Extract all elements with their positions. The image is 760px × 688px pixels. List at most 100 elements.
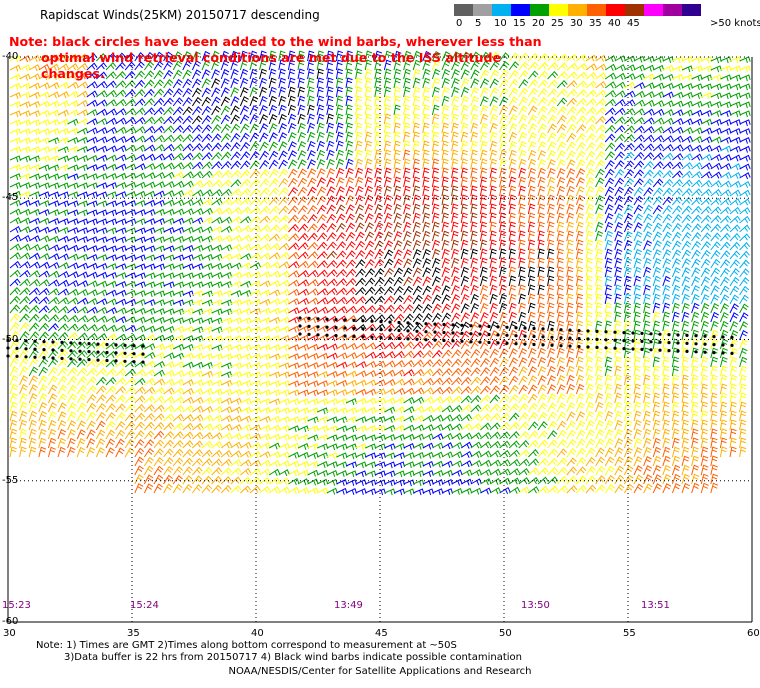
wind-barb	[307, 122, 316, 134]
wind-barb	[240, 280, 252, 288]
wind-barb	[76, 315, 89, 323]
wind-barb	[115, 89, 127, 98]
wind-barb	[105, 52, 117, 62]
wind-barb	[182, 134, 194, 143]
wind-barb	[220, 415, 233, 423]
wind-barb	[518, 61, 529, 71]
wind-barb	[499, 131, 508, 143]
wind-barb	[643, 347, 651, 359]
wind-barb	[355, 434, 367, 442]
wind-barb	[460, 158, 468, 170]
contamination-circle	[721, 351, 725, 355]
wind-barb	[211, 142, 222, 152]
wind-barb	[710, 65, 722, 73]
wind-barb	[518, 458, 530, 467]
wind-barb	[719, 446, 728, 458]
wind-barb	[671, 464, 681, 476]
wind-barb	[556, 338, 565, 350]
wind-barb	[643, 73, 655, 81]
wind-barb	[326, 158, 335, 170]
wind-barb	[134, 135, 146, 143]
wind-barb	[537, 421, 548, 431]
wind-barb	[288, 442, 300, 450]
wind-barb	[672, 56, 684, 64]
wind-barb	[633, 257, 642, 269]
wind-barb	[412, 461, 425, 468]
wind-barb	[671, 383, 680, 395]
wind-barb	[38, 322, 50, 332]
contamination-circle	[496, 341, 500, 345]
wind-barb	[182, 171, 194, 179]
wind-barb	[316, 269, 328, 278]
wind-barb	[566, 365, 575, 377]
contamination-circle	[141, 344, 145, 348]
wind-barb	[633, 160, 645, 170]
wind-barb	[691, 223, 702, 233]
wind-barb	[173, 272, 185, 280]
wind-barb	[211, 440, 223, 449]
wind-barb	[38, 446, 47, 458]
wind-barb	[556, 485, 568, 494]
wind-barb	[643, 365, 651, 377]
wind-barb	[336, 268, 347, 278]
wind-barb	[345, 122, 353, 134]
wind-barb	[633, 108, 645, 116]
wind-barb	[662, 117, 674, 125]
wind-barb	[384, 415, 396, 423]
wind-barb	[297, 288, 309, 296]
wind-barb	[489, 158, 498, 170]
wind-barb	[134, 403, 146, 413]
wind-barb	[431, 113, 440, 125]
wind-barb	[19, 164, 31, 172]
legend-swatch	[625, 4, 644, 16]
wind-barb	[47, 428, 57, 440]
wind-barb	[288, 451, 300, 459]
wind-barb	[739, 365, 748, 377]
legend-label: 5	[475, 18, 482, 29]
wind-barb	[710, 383, 718, 395]
wind-barb	[19, 287, 31, 296]
wind-barb	[201, 60, 211, 71]
contamination-circle	[316, 325, 320, 329]
wind-barb	[57, 164, 70, 172]
wind-barb	[201, 235, 214, 243]
wind-barb	[192, 449, 203, 458]
wind-barb	[230, 432, 242, 440]
wind-barb	[38, 331, 49, 341]
wind-barb	[556, 284, 564, 296]
wind-barb	[201, 105, 212, 116]
wind-barb	[508, 131, 518, 143]
wind-barb	[700, 153, 713, 161]
wind-barb	[384, 461, 396, 469]
wind-barb	[662, 178, 674, 188]
wind-barb	[144, 254, 156, 262]
wind-barb	[374, 113, 382, 125]
wind-barb	[297, 353, 310, 360]
wind-barb	[9, 208, 22, 216]
wind-barb	[144, 412, 155, 422]
wind-barb	[595, 230, 604, 242]
legend-swatch	[549, 4, 568, 16]
contamination-circle	[415, 329, 419, 333]
wind-barb	[67, 53, 79, 62]
wind-barb	[585, 392, 594, 404]
wind-barb	[144, 325, 156, 333]
contamination-circle	[307, 324, 311, 328]
wind-barb	[719, 267, 730, 278]
wind-barb	[9, 243, 21, 251]
wind-barb	[470, 113, 479, 125]
contamination-circle	[532, 334, 536, 339]
wind-barb	[230, 388, 242, 396]
wind-barb	[163, 171, 175, 179]
wind-barb	[259, 233, 271, 242]
wind-barb	[192, 457, 203, 467]
wind-barb	[182, 387, 194, 395]
wind-barb	[57, 367, 68, 377]
contamination-circle	[487, 332, 491, 337]
wind-barb	[307, 279, 319, 287]
wind-barb	[547, 467, 559, 476]
wind-barb	[9, 119, 22, 127]
wind-barb	[652, 383, 660, 395]
wind-barb	[412, 77, 421, 89]
wind-barb	[240, 397, 252, 405]
